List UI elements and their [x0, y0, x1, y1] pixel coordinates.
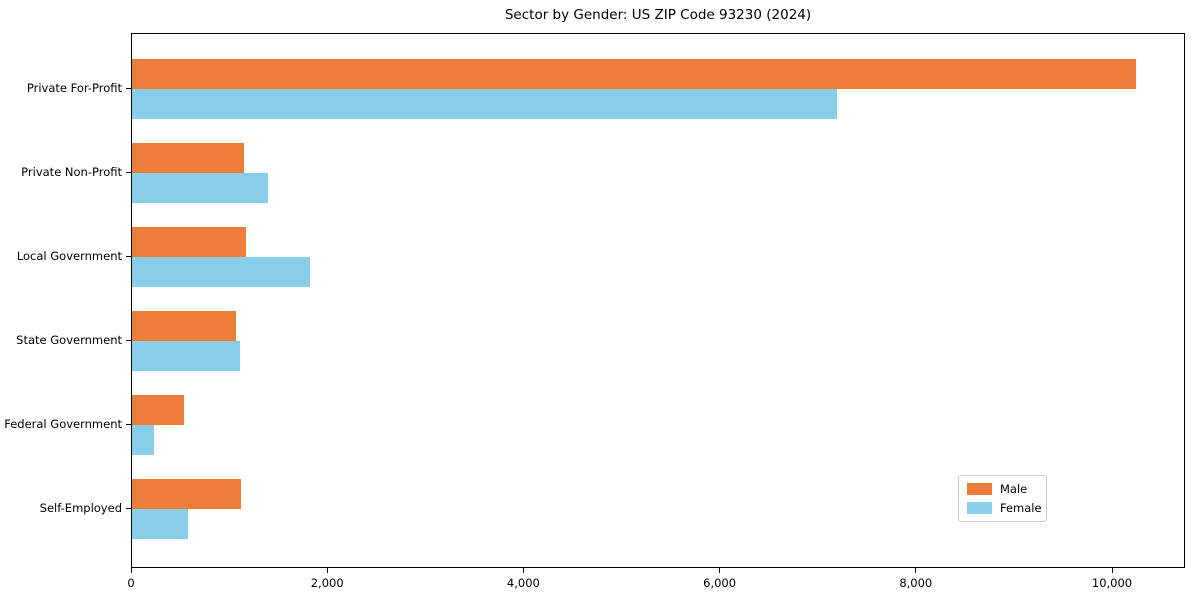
- x-tick-label-4: 8,000: [899, 576, 933, 590]
- y-tick-mark-3: [126, 339, 131, 341]
- x-tick-label-0: 0: [127, 576, 135, 590]
- x-tick-mark-2: [522, 568, 525, 573]
- female-bar-5: [132, 509, 188, 539]
- male-bar-5: [132, 479, 241, 509]
- y-tick-mark-1: [126, 171, 131, 173]
- x-tick-mark-1: [326, 568, 328, 573]
- y-tick-label-0: Private For-Profit: [26, 81, 122, 95]
- male-bar-3: [132, 311, 236, 341]
- legend-label-female: Female: [1000, 501, 1042, 515]
- female-bar-2: [132, 257, 311, 287]
- male-series-swatch: [967, 483, 992, 495]
- y-tick-mark-2: [126, 255, 131, 257]
- x-tick-mark-4: [915, 568, 917, 573]
- x-tick-mark-5: [1111, 568, 1113, 573]
- y-tick-mark-5: [126, 507, 131, 509]
- female-bar-4: [132, 425, 155, 455]
- female-bar-1: [132, 173, 268, 203]
- male-bar-4: [132, 395, 184, 425]
- y-tick-label-5: Self-Employed: [39, 501, 122, 515]
- y-tick-mark-4: [126, 423, 131, 425]
- plot-area: [131, 33, 1185, 568]
- x-tick-mark-3: [719, 568, 721, 573]
- y-tick-label-1: Private Non-Profit: [21, 165, 122, 179]
- legend-item-male: Male: [967, 482, 1038, 496]
- female-bar-0: [132, 89, 838, 119]
- x-tick-label-3: 6,000: [703, 576, 737, 590]
- male-bar-1: [132, 143, 244, 173]
- y-tick-label-2: Local Government: [16, 249, 122, 263]
- x-tick-mark-0: [130, 568, 132, 573]
- male-bar-2: [132, 227, 247, 257]
- y-tick-mark-0: [126, 87, 131, 89]
- y-tick-label-4: Federal Government: [4, 417, 122, 431]
- chart-title: Sector by Gender: US ZIP Code 93230 (202…: [504, 7, 812, 23]
- legend-item-female: Female: [967, 501, 1042, 515]
- legend: Male Female: [958, 475, 1047, 522]
- x-tick-label-1: 2,000: [310, 576, 344, 590]
- female-series-swatch: [967, 502, 992, 514]
- y-tick-label-3: State Government: [16, 333, 122, 347]
- legend-label-male: Male: [1000, 482, 1028, 496]
- x-tick-label-5: 10,000: [1091, 576, 1133, 590]
- x-tick-label-2: 4,000: [506, 576, 540, 590]
- female-bar-3: [132, 341, 240, 371]
- male-bar-0: [132, 59, 1137, 89]
